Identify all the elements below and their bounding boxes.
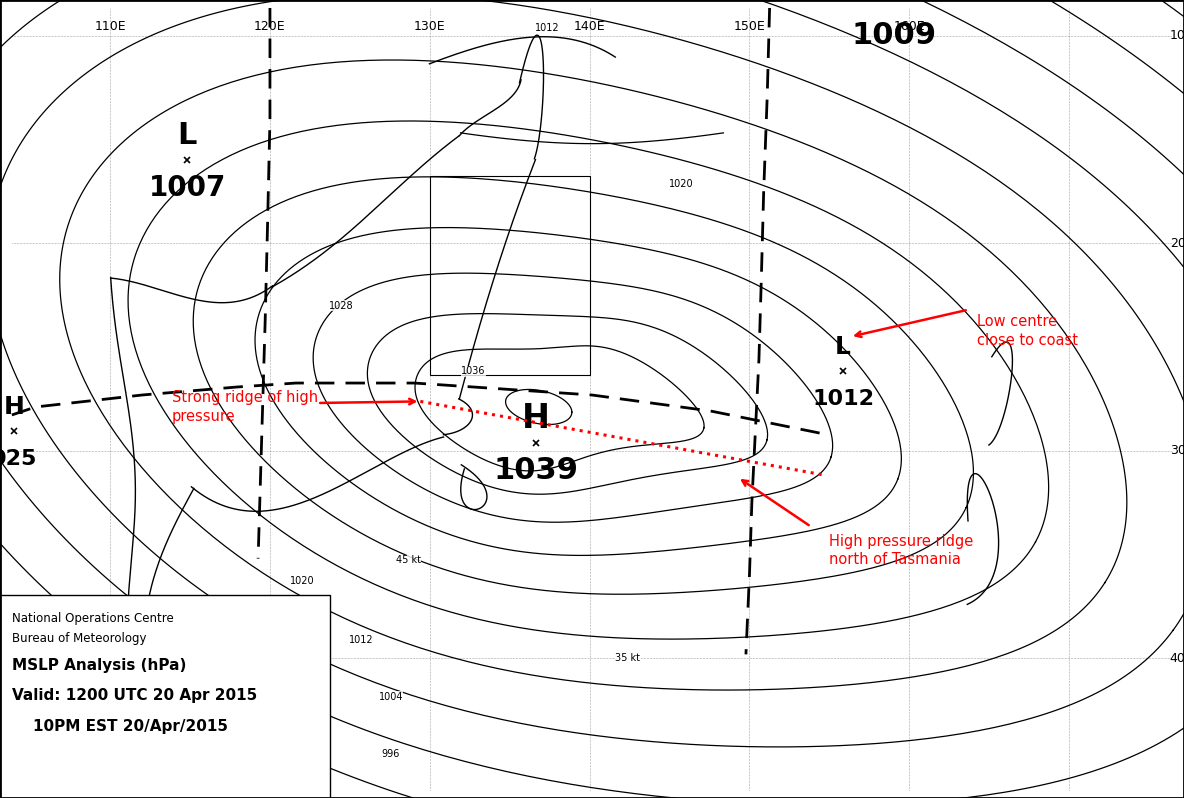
Text: L: L xyxy=(835,335,851,359)
Bar xyxy=(430,176,590,375)
Text: 45 kt: 45 kt xyxy=(395,555,422,565)
Text: Low centre
close to coast: Low centre close to coast xyxy=(977,314,1077,348)
Text: 10PM EST 20/Apr/2015: 10PM EST 20/Apr/2015 xyxy=(12,719,227,733)
Text: Valid: 1200 UTC 20 Apr 2015: Valid: 1200 UTC 20 Apr 2015 xyxy=(12,689,257,703)
Text: 1028: 1028 xyxy=(329,301,353,310)
Text: 1004: 1004 xyxy=(379,692,403,701)
Text: Strong ridge of high
pressure: Strong ridge of high pressure xyxy=(172,390,317,424)
Text: 1020: 1020 xyxy=(290,576,314,586)
Text: 1012: 1012 xyxy=(535,23,559,33)
Text: H: H xyxy=(4,395,25,419)
Text: 110E: 110E xyxy=(95,20,126,33)
Text: H: H xyxy=(522,402,551,436)
FancyBboxPatch shape xyxy=(0,595,330,798)
Text: 1009: 1009 xyxy=(851,22,937,50)
Text: 025: 025 xyxy=(0,448,38,469)
Text: 1012: 1012 xyxy=(812,389,874,409)
Text: Bureau of Meteorology: Bureau of Meteorology xyxy=(12,632,147,645)
Text: 150E: 150E xyxy=(734,20,765,33)
Text: 405: 405 xyxy=(1170,652,1184,665)
Text: 160E: 160E xyxy=(894,20,925,33)
Text: L: L xyxy=(178,121,197,150)
Text: National Operations Centre: National Operations Centre xyxy=(12,612,174,625)
Text: High pressure ridge
north of Tasmania: High pressure ridge north of Tasmania xyxy=(829,534,973,567)
Text: 1012: 1012 xyxy=(349,635,373,645)
Text: 1020: 1020 xyxy=(669,179,693,188)
Text: 1007: 1007 xyxy=(148,173,226,202)
Text: 105: 105 xyxy=(1170,30,1184,42)
Text: 1036: 1036 xyxy=(462,366,485,376)
Text: 35 kt: 35 kt xyxy=(614,654,641,663)
Text: 996: 996 xyxy=(381,749,400,759)
Text: MSLP Analysis (hPa): MSLP Analysis (hPa) xyxy=(12,658,186,673)
Text: 120E: 120E xyxy=(255,20,285,33)
Text: 130E: 130E xyxy=(414,20,445,33)
Text: 1039: 1039 xyxy=(494,456,579,485)
Text: 305: 305 xyxy=(1170,444,1184,457)
Text: 205: 205 xyxy=(1170,237,1184,250)
Text: 140E: 140E xyxy=(574,20,605,33)
